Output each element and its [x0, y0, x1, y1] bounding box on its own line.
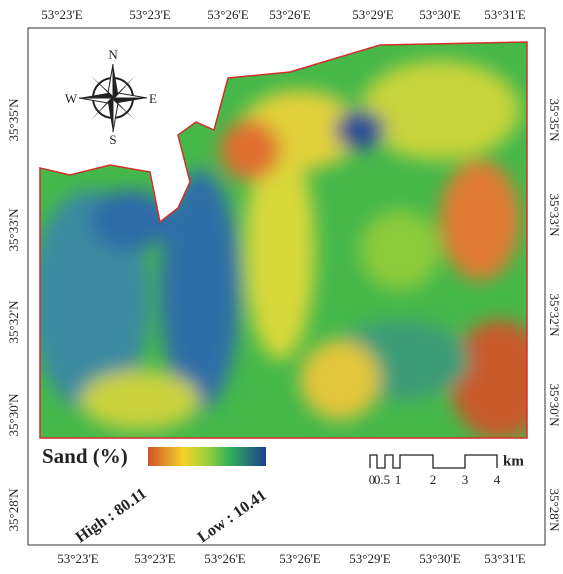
scale-label: 4 [494, 472, 501, 487]
lat-label-right: 35°35'N [547, 99, 562, 143]
lat-label-right: 35°32'N [547, 294, 562, 338]
legend-ramp [148, 447, 266, 466]
lon-label-bottom: 53°26'E [279, 551, 321, 566]
lon-label-top: 53°26'E [207, 7, 249, 22]
compass-s: S [109, 132, 116, 147]
lon-label-bottom: 53°31'E [484, 551, 526, 566]
lat-label-left: 35°30'N [6, 393, 21, 437]
lon-label-bottom: 53°23'E [57, 551, 99, 566]
lat-label-right: 35°33'N [547, 194, 562, 238]
lon-label-top: 53°23'E [129, 7, 171, 22]
lon-label-top: 53°30'E [419, 7, 461, 22]
scale-unit: km [503, 453, 524, 469]
legend-title: Sand (%) [42, 444, 128, 468]
map-figure: N S E W Sand (%) High : 80.11 Low : 10.4… [0, 0, 563, 574]
lat-label-left: 35°28'N [6, 488, 21, 532]
scale-bar: km [370, 453, 524, 469]
lon-label-top: 53°31'E [484, 7, 526, 22]
compass-e: E [149, 91, 157, 106]
lon-label-bottom: 53°29'E [349, 551, 391, 566]
lat-label-left: 35°32'N [6, 300, 21, 344]
compass-w: W [65, 91, 78, 106]
compass: N S E W [65, 47, 157, 147]
lon-label-bottom: 53°30'E [419, 551, 461, 566]
scale-label: 1 [395, 472, 402, 487]
lat-label-right: 35°30'N [547, 384, 562, 428]
lat-label-left: 35°35'N [6, 98, 21, 142]
lon-label-bottom: 53°23'E [134, 551, 176, 566]
lon-label-top: 53°23'E [41, 7, 83, 22]
scale-label: 3 [462, 472, 469, 487]
lon-label-top: 53°26'E [269, 7, 311, 22]
scale-label: 0.5 [374, 472, 390, 487]
compass-n: N [108, 47, 118, 62]
lat-label-left: 35°33'N [6, 208, 21, 252]
legend-high: High : 80.11 [73, 485, 150, 546]
lon-label-bottom: 53°26'E [204, 551, 246, 566]
legend-low: Low : 10.41 [195, 487, 270, 547]
scale-label: 2 [430, 472, 437, 487]
lon-label-top: 53°29'E [352, 7, 394, 22]
lat-label-right: 35°28'N [547, 489, 562, 533]
